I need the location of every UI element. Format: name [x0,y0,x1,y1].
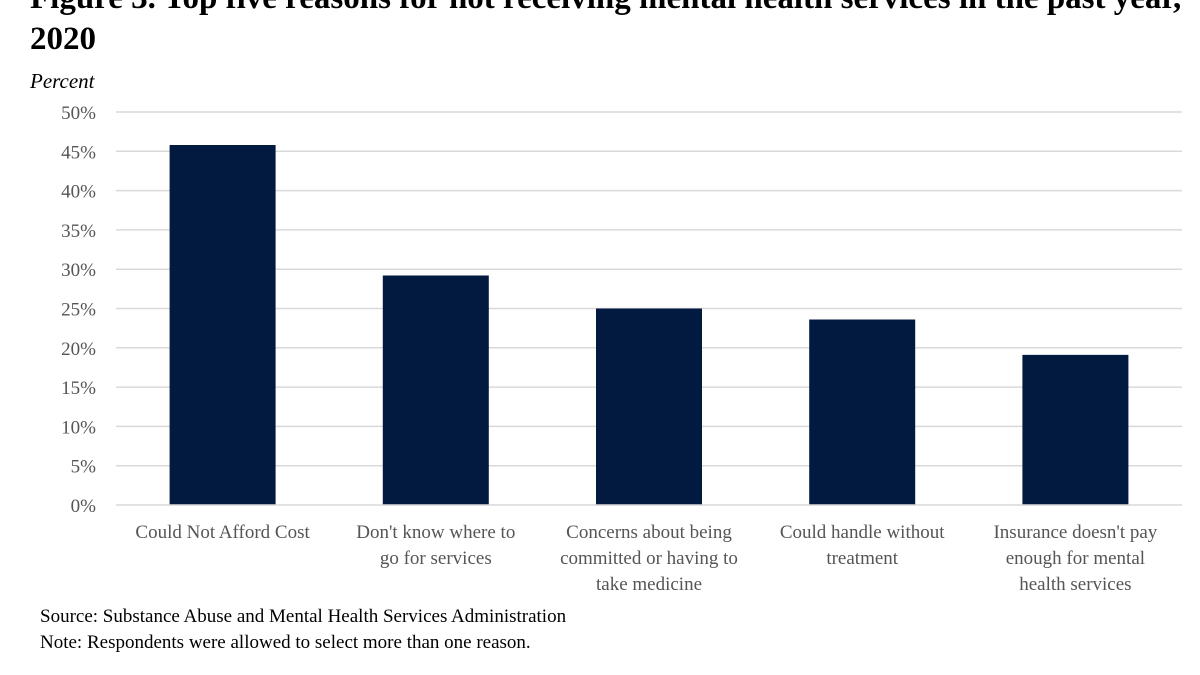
y-tick-label: 15% [61,378,96,399]
x-category-label: go for services [380,548,492,569]
x-category-label: Concerns about being [566,522,732,543]
y-tick-label: 10% [61,417,96,438]
x-category-label: Insurance doesn't pay [993,522,1157,543]
y-axis-label: Percent [30,69,95,93]
y-tick-label: 50% [61,103,96,124]
x-category-label: health services [1019,574,1131,595]
bar [169,145,276,505]
bars [169,145,1129,505]
bar [382,275,489,505]
y-tick-label: 5% [71,457,97,478]
x-category-label: take medicine [596,574,702,595]
y-tick-label: 30% [61,260,96,281]
x-category-label: Could handle without [780,522,945,543]
x-axis-categories: Could Not Afford Cost Don't know where to… [135,522,1157,595]
bar [596,308,702,505]
bar [809,319,916,505]
x-category-label: Could Not Afford Cost [135,522,310,543]
y-tick-label: 35% [61,221,96,242]
y-tick-label: 45% [61,142,96,163]
x-category-label: committed or having to [560,548,738,569]
bar-chart: 0% 5% 10% 15% 20% 25% 30% 35% 40% 45% 50% Could No… [61,103,1182,595]
chart-title: Figure 3. Top five reasons for not recei… [30,0,1181,57]
bar [1022,354,1129,505]
x-category-label: Don't know where to [356,522,515,543]
footnote: Note: Respondents were allowed to select… [40,632,531,653]
x-category-label: enough for mental [1006,548,1145,569]
y-tick-label: 20% [61,339,96,360]
source-note: Source: Substance Abuse and Mental Healt… [40,606,567,627]
y-tick-label: 0% [71,496,97,517]
y-tick-label: 40% [61,182,96,203]
y-axis-ticks: 0% 5% 10% 15% 20% 25% 30% 35% 40% 45% 50% [61,103,96,517]
x-category-label: treatment [826,548,898,569]
y-tick-label: 25% [61,300,96,321]
